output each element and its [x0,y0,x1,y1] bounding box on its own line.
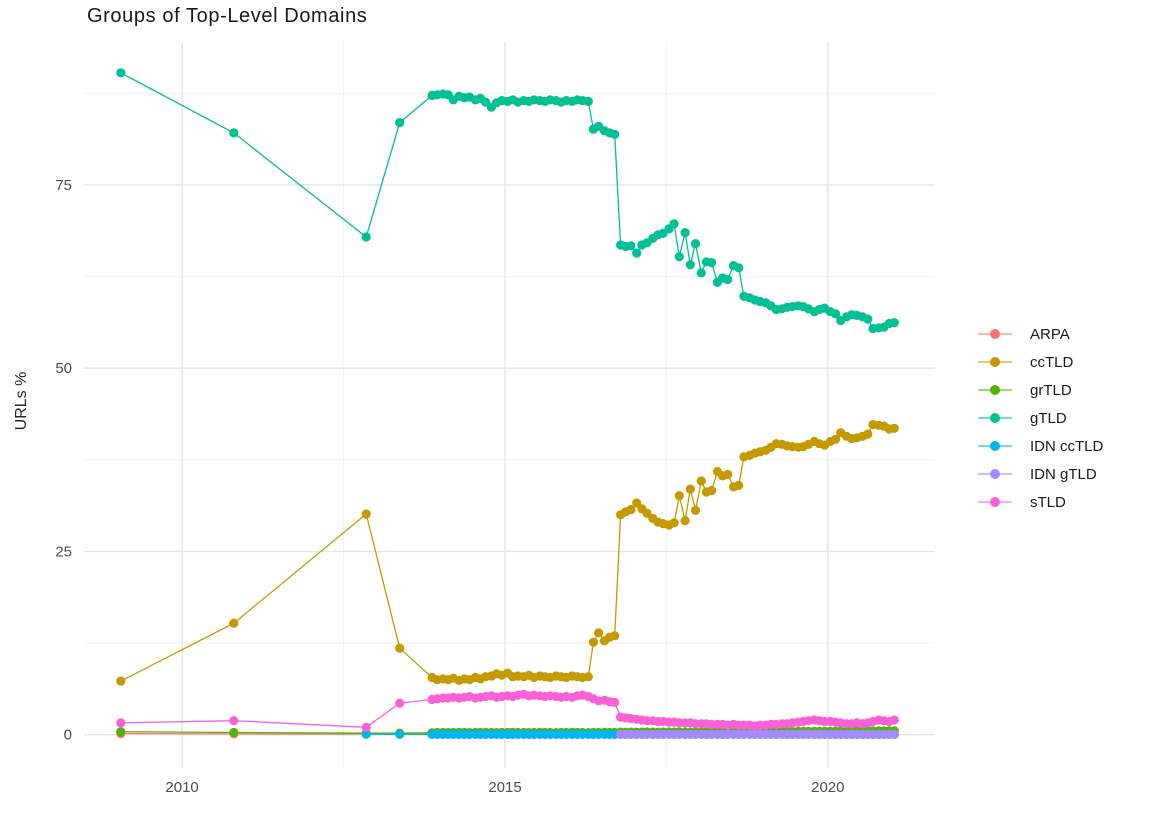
legend-label: IDN ccTLD [1030,437,1104,455]
legend-label: sTLD [1030,493,1066,511]
data-point [395,698,405,708]
legend-item-idn-gtld: IDN gTLD [978,460,1103,488]
data-point [361,232,371,242]
data-point [588,637,599,647]
data-point [229,618,239,628]
series-idn-gtld [616,729,899,739]
legend-item-idn-cctld: IDN ccTLD [978,432,1103,460]
y-tick-label: 50 [55,360,72,377]
data-point [610,129,620,139]
legend-key-swatch [978,356,1012,368]
data-point [583,96,593,106]
data-point [734,480,744,490]
chart-title: Groups of Top-Level Domains [87,5,368,27]
legend-label: gTLD [1030,409,1067,427]
legend-key-swatch [978,468,1012,480]
data-point [229,727,239,738]
data-point [632,248,642,258]
data-point [361,722,371,732]
series-gtld [116,68,899,334]
data-point [889,318,899,328]
legend-item-stld: sTLD [978,488,1103,516]
data-point [707,258,717,268]
series-stld [116,689,899,732]
data-point [680,228,690,238]
data-point [610,697,620,708]
legend-label: grTLD [1030,381,1072,399]
data-point [707,486,717,496]
data-point [610,631,620,641]
data-point [863,314,873,324]
data-point [690,505,701,515]
data-point [361,729,371,739]
data-point [229,716,239,726]
legend-item-grtld: grTLD [978,376,1103,404]
data-point [229,128,239,138]
data-point [361,509,371,519]
data-point [685,484,695,494]
axis-labels: 0 25 50 75 2010 2015 2020 [55,177,844,796]
data-point [116,68,126,78]
legend: ARPA ccTLD grTLD gTLD IDN ccTLD IDN gTLD… [978,320,1103,516]
y-tick-label: 0 [64,727,72,744]
data-point [734,263,744,273]
legend-item-gtld: gTLD [978,404,1103,432]
legend-item-arpa: ARPA [978,320,1103,348]
data-point [594,628,604,638]
data-point [680,516,690,526]
data-point [395,729,405,739]
x-tick-label: 2010 [165,779,198,796]
data-point [674,252,684,262]
data-point [674,491,684,501]
data-point [669,518,679,528]
data-point [632,498,642,508]
data-point [690,239,701,249]
series-line [120,72,895,330]
data-point [116,718,126,728]
data-point [889,423,899,433]
legend-key-swatch [978,496,1012,508]
legend-key-swatch [978,440,1012,452]
series-cctld [116,420,899,686]
x-tick-label: 2015 [488,779,521,796]
data-point [889,715,899,725]
data-point [685,260,695,270]
data-point [723,274,733,285]
legend-key-swatch [978,412,1012,424]
data-point [626,505,636,515]
data-point [831,309,841,319]
data-point [696,268,706,278]
data-point [889,729,899,739]
grid [84,42,935,768]
data-point [116,676,126,686]
legend-label: ccTLD [1030,353,1074,371]
legend-key-swatch [978,384,1012,396]
data-point [863,429,873,439]
data-point [831,434,841,444]
legend-label: ARPA [1030,325,1070,343]
data-point [116,727,126,737]
legend-key-swatch [978,328,1012,340]
legend-item-cctld: ccTLD [978,348,1103,376]
y-tick-label: 25 [55,543,72,560]
data-point [626,241,636,251]
x-tick-label: 2020 [811,779,844,796]
data-point [395,643,405,653]
data-point [696,476,706,486]
legend-label: IDN gTLD [1030,465,1097,483]
data-point [395,118,405,128]
y-tick-label: 75 [55,177,72,194]
data-point [723,469,733,479]
data-point [669,219,679,229]
data-point [583,672,593,682]
